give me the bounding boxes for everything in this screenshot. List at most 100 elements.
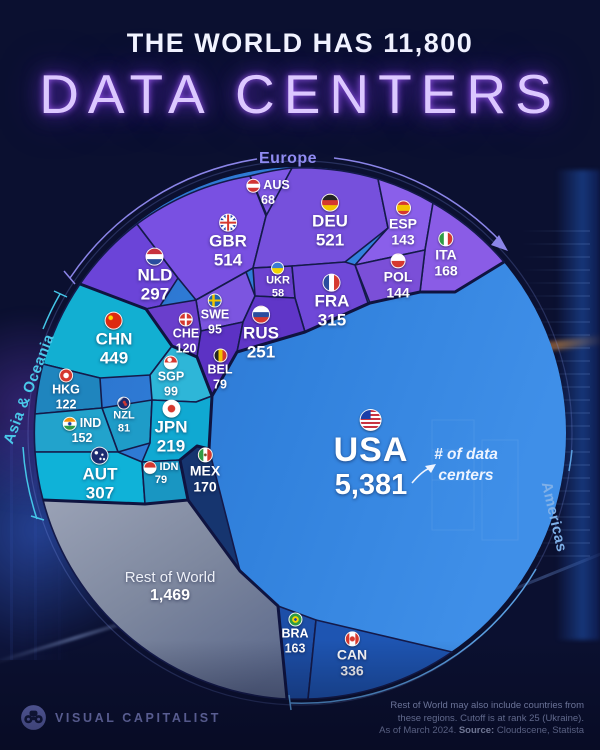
country-code: NZL: [113, 409, 135, 422]
country-value: 144: [386, 284, 410, 301]
country-value: 79: [213, 377, 227, 391]
netherlands-flag-icon: [145, 247, 164, 266]
country-value: 81: [117, 422, 131, 435]
country-code: CHN: [95, 329, 133, 349]
cell-che: CHE 120: [172, 312, 200, 356]
country-code: AUS: [263, 178, 290, 192]
country-value: 521: [315, 231, 345, 250]
country-code: CHE: [172, 326, 200, 341]
brazil-flag-icon: [288, 612, 302, 627]
country-code: DEU: [312, 211, 348, 231]
india-flag-icon: [62, 416, 77, 431]
cell-aut: AUT 307: [83, 446, 117, 504]
hong-kong-flag-icon: [59, 368, 73, 383]
country-code: USA: [333, 430, 409, 469]
cell-rus: RUS 251: [243, 305, 279, 363]
country-value: 315: [317, 311, 347, 330]
country-code: RUS: [243, 323, 279, 343]
united-kingdom-flag-icon: [219, 213, 237, 232]
country-code: HKG: [52, 382, 80, 397]
united-states-flag-icon: [359, 408, 382, 431]
cell-bel: BEL 79: [207, 348, 233, 392]
region-label-europe: Europe: [258, 150, 318, 167]
footnote-line2: these regions. Cutoff is at rank 25 (Ukr…: [397, 712, 584, 724]
cell-fra: FRA 315: [314, 273, 350, 331]
cell-ind: IND 152: [62, 416, 102, 446]
country-value: 449: [99, 349, 129, 368]
cell-mex: MEX 170: [190, 447, 220, 494]
country-value: 68: [261, 192, 275, 207]
country-code: BEL: [207, 362, 233, 377]
page-title: DATA CENTERS: [39, 63, 561, 125]
source-label: Source:: [458, 725, 495, 736]
russia-flag-icon: [252, 305, 270, 324]
country-value: 514: [213, 251, 243, 270]
country-value: 336: [340, 662, 364, 679]
country-value: 297: [140, 285, 170, 304]
switzerland-flag-icon: [179, 312, 193, 327]
country-code: IND: [79, 416, 102, 430]
ukraine-flag-icon: [271, 261, 285, 275]
rest-of-world-label: Rest of World: [124, 568, 216, 586]
country-value: 79: [154, 474, 168, 487]
cell-bra: BRA 163: [281, 612, 309, 656]
country-value: 120: [175, 341, 197, 355]
cell-deu: DEU 521: [312, 193, 348, 251]
country-code: ITA: [435, 246, 457, 263]
footnote-line3: As of March 2024. Source: Cloudscene, St…: [379, 725, 584, 736]
country-value: 152: [71, 430, 93, 445]
source-value: Cloudscene, Statista: [494, 725, 584, 736]
cell-swe: SWE 95: [201, 293, 229, 337]
country-code: FRA: [314, 291, 350, 311]
cell-esp: ESP 143: [389, 200, 417, 247]
austria-flag-icon: [246, 178, 261, 193]
belgium-flag-icon: [213, 348, 227, 363]
brand-name: VISUAL CAPITALIST: [55, 710, 221, 725]
poland-flag-icon: [390, 253, 406, 269]
singapore-flag-icon: [164, 355, 178, 370]
australia-flag-icon: [90, 446, 109, 465]
country-value: 58: [271, 287, 285, 300]
france-flag-icon: [322, 273, 341, 292]
cell-ukr: UKR 58: [266, 261, 290, 301]
cell-hkg: HKG 122: [52, 368, 80, 412]
country-code: UKR: [266, 274, 290, 287]
annotation-line2: centers: [438, 467, 494, 484]
country-value: 307: [85, 484, 115, 503]
annotation-line1: # of data: [434, 446, 498, 464]
new-zealand-flag-icon: [117, 396, 131, 410]
cell-nld: NLD 297: [138, 247, 172, 305]
country-code: IDN: [159, 460, 179, 473]
country-code: ESP: [388, 215, 418, 232]
country-value: 251: [246, 343, 276, 362]
footnote-line1: Rest of World may also include countries…: [390, 700, 584, 711]
annotation-number-of-data-centers: # of data centers: [434, 445, 498, 487]
rest-of-world-value: 1,469: [149, 586, 191, 604]
country-code: POL: [383, 268, 413, 285]
germany-flag-icon: [321, 193, 339, 212]
country-value: 5,381: [334, 468, 408, 501]
country-value: 95: [208, 322, 222, 336]
visual-capitalist-brand: VISUAL CAPITALIST: [20, 704, 221, 731]
canada-flag-icon: [344, 631, 360, 647]
country-code: MEX: [189, 462, 221, 479]
visual-capitalist-logo-icon: [21, 705, 46, 730]
sweden-flag-icon: [207, 293, 222, 308]
japan-flag-icon: [161, 399, 180, 418]
country-code: CAN: [336, 646, 368, 663]
cell-chn: CHN 449: [95, 311, 133, 369]
cell-idn: IDN 79: [143, 460, 179, 487]
italy-flag-icon: [438, 231, 454, 247]
cell-nzl: NZL 81: [113, 396, 135, 436]
country-value: 122: [55, 397, 77, 411]
country-code: BRA: [281, 626, 309, 641]
cell-aus: AUS 68: [246, 178, 290, 208]
indonesia-flag-icon: [143, 461, 157, 475]
country-value: 219: [156, 437, 186, 456]
country-code: GBR: [209, 231, 247, 251]
cell-ita: ITA 168: [434, 231, 458, 278]
country-code: JPN: [154, 417, 188, 437]
country-value: 143: [391, 231, 415, 248]
cell-usa: USA 5,381: [333, 408, 409, 501]
